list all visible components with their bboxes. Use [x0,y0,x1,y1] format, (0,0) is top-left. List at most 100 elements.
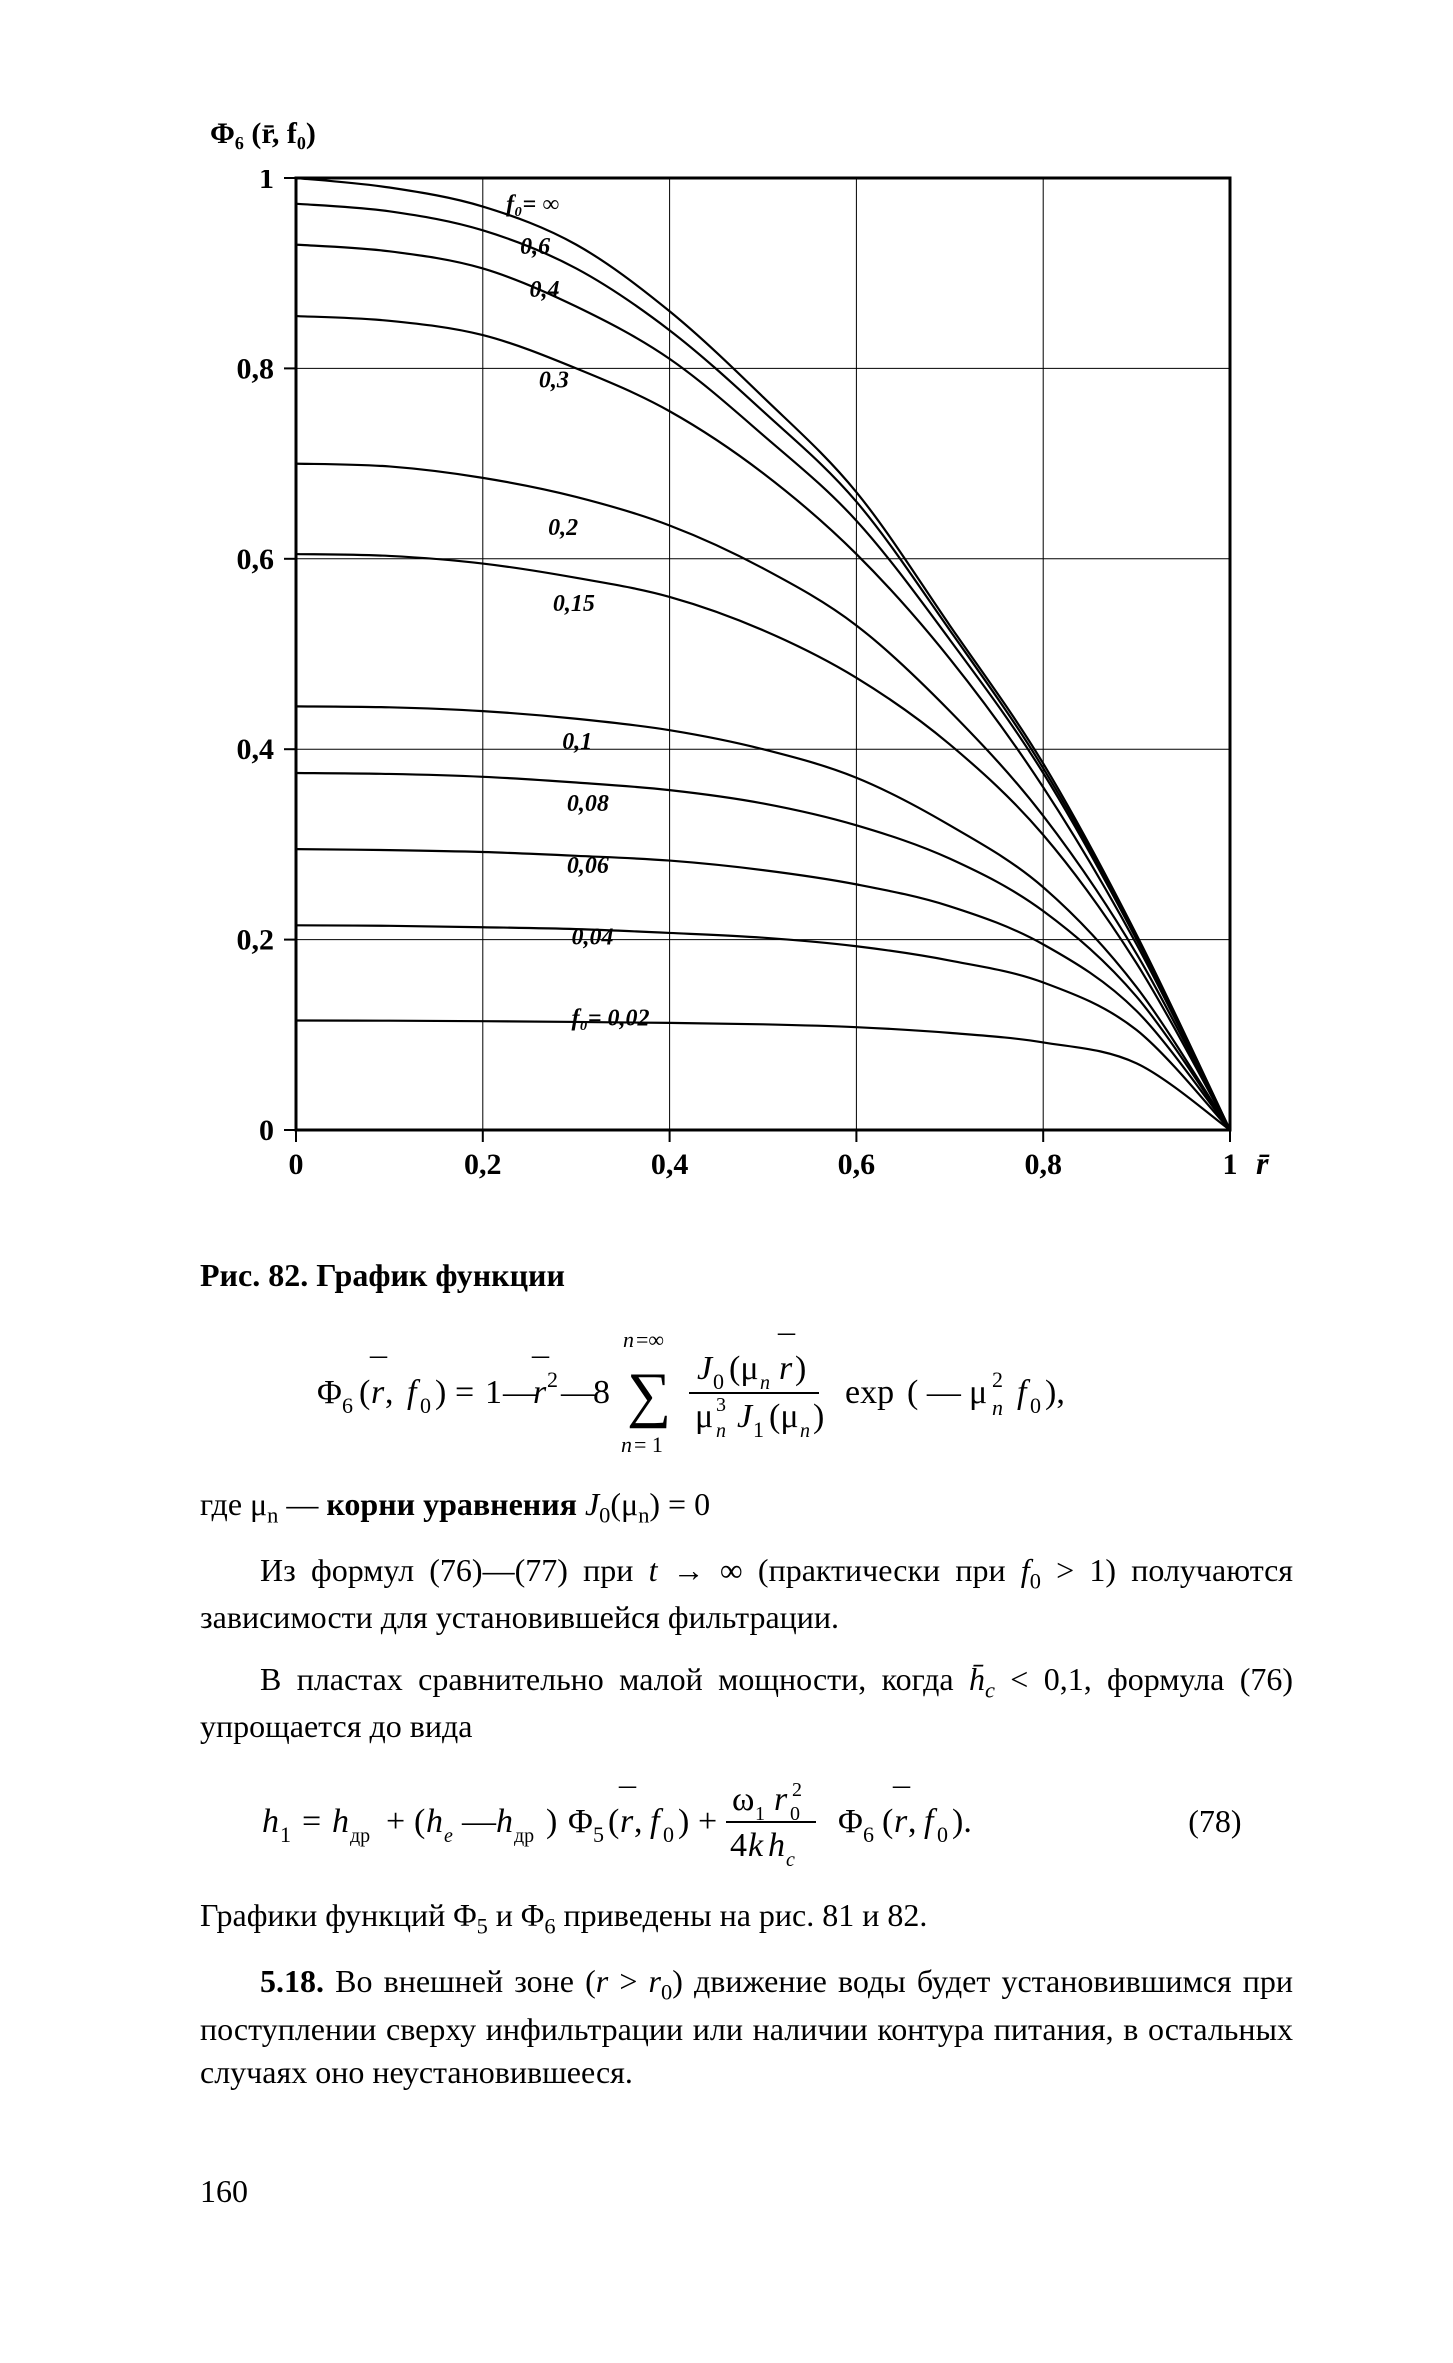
svg-text:0,8: 0,8 [1024,1148,1062,1181]
svg-text:(: ( [414,1803,425,1840]
svg-text:=: = [302,1803,321,1840]
svg-text:1: 1 [753,1417,764,1442]
svg-text:Φ: Φ [838,1803,863,1840]
svg-text:k: k [748,1827,764,1864]
svg-text:(: ( [359,1374,370,1411]
svg-text:2: 2 [792,1779,802,1801]
svg-text:6: 6 [863,1822,874,1847]
svg-text:r: r [774,1781,788,1818]
svg-text:0,4: 0,4 [651,1148,689,1181]
svg-text:,: , [908,1803,917,1840]
svg-text:1: 1 [280,1822,291,1847]
svg-text:0,8: 0,8 [237,352,275,385]
svg-text:∑: ∑ [627,1361,671,1429]
svg-text:): ) [813,1398,824,1435]
svg-text:n: n [716,1420,726,1442]
svg-text:0: 0 [663,1822,674,1847]
svg-text:0: 0 [1030,1393,1041,1418]
svg-text:exp: exp [845,1374,894,1411]
svg-text:n: n [623,1327,634,1352]
svg-text:0,6: 0,6 [520,234,550,260]
svg-text:др: др [514,1825,534,1847]
equation-phi6-where: где μn — корни уравнения J0(μn) = 0 [200,1483,1293,1531]
svg-text:0,2: 0,2 [464,1148,502,1181]
svg-text:5: 5 [593,1822,604,1847]
svg-text:0: 0 [713,1369,724,1394]
svg-text:(: ( [608,1803,619,1840]
svg-text:=: = [455,1374,474,1411]
svg-text:2: 2 [992,1367,1003,1392]
svg-text:f: f [1017,1374,1031,1411]
svg-text:n: n [800,1420,810,1442]
equation-78-svg: h1 = hдр + ( he — hдр ) Φ5 ( r¯ , f0 ) +… [252,1766,1152,1876]
svg-text:0: 0 [289,1148,304,1181]
svg-text:0,08: 0,08 [567,791,609,817]
svg-text:): ) [795,1350,806,1387]
svg-text:2: 2 [547,1367,558,1392]
svg-text:μ: μ [969,1374,987,1411]
equation-phi6-svg: Φ6 ( r¯ , f0 ) = 1— r¯2 — 8 ∑ n= 1 n=∞ J… [297,1315,1197,1465]
svg-text:r̄: r̄ [1256,1145,1270,1181]
svg-text:(μ: (μ [769,1398,799,1435]
svg-text:f: f [407,1374,421,1411]
svg-text:др: др [350,1825,370,1847]
svg-text:0: 0 [937,1822,948,1847]
svg-text:3: 3 [716,1394,726,1416]
svg-text:0,04: 0,04 [572,924,614,950]
svg-text:0,4: 0,4 [530,277,560,303]
svg-text:1: 1 [485,1374,502,1411]
svg-text:0,2: 0,2 [548,515,578,541]
equation-78-number: (78) [1152,1800,1242,1843]
svg-text:0: 0 [259,1114,274,1147]
paragraph-1: Из формул (76)—(77) при t → ∞ (практичес… [200,1549,1293,1640]
svg-text:4: 4 [730,1827,747,1864]
svg-text:,: , [634,1803,643,1840]
svg-text:): ) [678,1803,689,1840]
svg-text:0,6: 0,6 [237,543,275,576]
svg-text:= 1: = 1 [634,1432,663,1457]
svg-text:0: 0 [420,1393,431,1418]
chart-phi6: Φ₆ (r̄, f₀) 00,20,40,60,81r̄00,20,40,60,… [210,170,1270,1220]
svg-text:J: J [697,1350,714,1387]
svg-text:0,15: 0,15 [553,591,595,617]
svg-text:—: — [461,1803,497,1840]
svg-text:(μ: (μ [729,1350,759,1387]
svg-text:): ) [435,1374,446,1411]
svg-text:,: , [385,1374,394,1411]
y-axis-title: Φ₆ (r̄, f₀) [210,114,316,155]
svg-text:6: 6 [342,1393,353,1418]
paragraph-2: В пластах сравнительно малой мощности, к… [200,1658,1293,1749]
chart-svg: 00,20,40,60,81r̄00,20,40,60,81f₀= ∞0,60,… [210,170,1270,1220]
svg-text:).: ). [952,1803,972,1840]
svg-text:): ) [546,1803,557,1840]
svg-text:n: n [760,1372,770,1394]
equation-78: h1 = hдр + ( he — hдр ) Φ5 ( r¯ , f0 ) +… [200,1766,1293,1876]
svg-text:f₀= 0,02: f₀= 0,02 [572,1005,650,1031]
paragraph-3: Графики функций Φ5 и Φ6 приведены на рис… [200,1894,1293,1942]
svg-text:0,2: 0,2 [237,924,275,957]
figure-caption: Рис. 82. График функции [200,1254,1293,1297]
svg-text:1: 1 [1223,1148,1238,1181]
svg-text:+: + [386,1803,405,1840]
svg-text:¯: ¯ [777,1330,796,1367]
svg-text:8: 8 [593,1374,610,1411]
svg-text:h: h [262,1803,279,1840]
svg-text:c: c [786,1849,795,1871]
equation-phi6: Φ6 ( r¯ , f0 ) = 1— r¯2 — 8 ∑ n= 1 n=∞ J… [200,1315,1293,1465]
svg-text:h: h [496,1803,513,1840]
paragraph-4: 5.18. Во внешней зоне (r > r0) движение … [200,1960,1293,2094]
svg-text:n: n [621,1432,632,1457]
svg-text:0,6: 0,6 [838,1148,876,1181]
svg-text:—: — [560,1374,596,1411]
svg-text:h: h [426,1803,443,1840]
svg-text:1: 1 [259,170,274,195]
svg-text:J: J [737,1398,754,1435]
svg-text:Φ: Φ [568,1803,593,1840]
svg-text:Φ: Φ [317,1374,342,1411]
svg-text:),: ), [1045,1374,1065,1411]
svg-text:( —: ( — [907,1374,962,1411]
svg-text:0,3: 0,3 [539,367,569,393]
page-number: 160 [200,2170,248,2213]
svg-text:0,06: 0,06 [567,853,609,879]
svg-text:ω: ω [732,1781,754,1818]
